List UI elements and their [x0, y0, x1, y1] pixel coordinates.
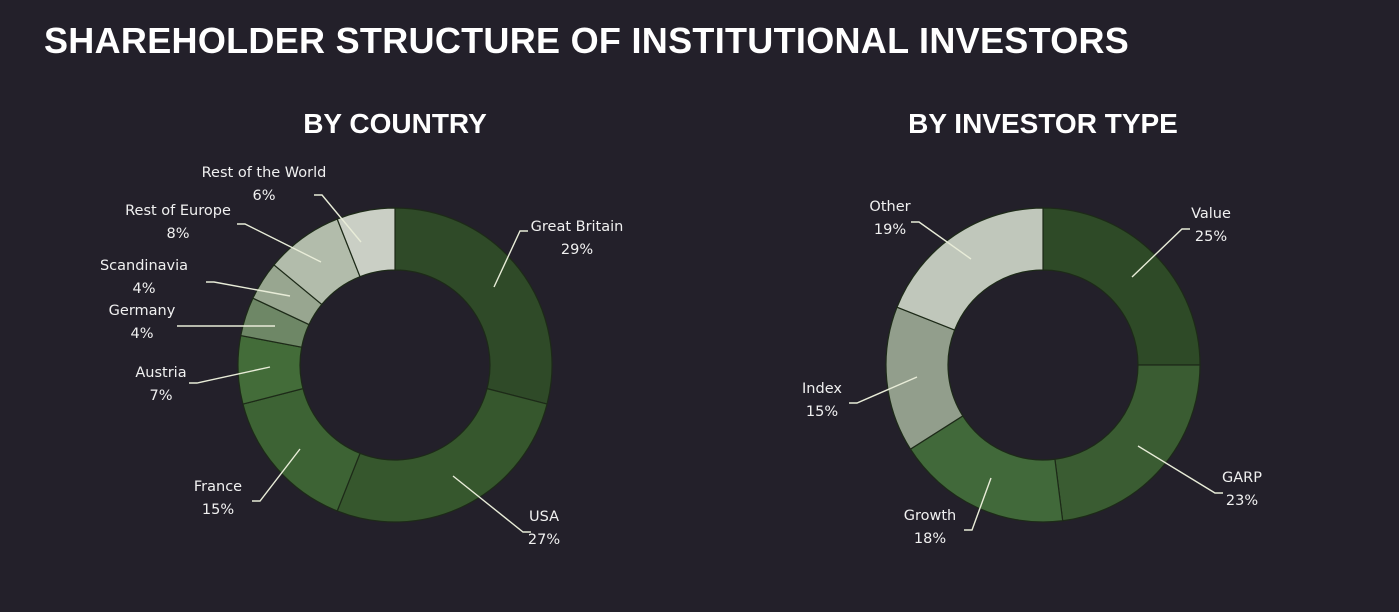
- label-rest-of-europe: Rest of Europe: [125, 203, 231, 219]
- value-other: 19%: [874, 222, 906, 238]
- label-great-britain: Great Britain: [531, 219, 624, 235]
- value-france: 15%: [202, 502, 234, 518]
- leader-line-scandinavia: [206, 281, 291, 297]
- donut-chart-by-country: Great Britain 29% USA 27% France 15% Austria 7%…: [100, 165, 623, 548]
- slice-usa: [336, 387, 548, 523]
- chart-title-by-investor-type: BY INVESTOR TYPE: [908, 108, 1178, 139]
- chart-title-by-country: BY COUNTRY: [303, 108, 487, 139]
- label-austria: Austria: [135, 365, 186, 381]
- leader-line-garp: [1137, 445, 1223, 494]
- page-title: SHAREHOLDER STRUCTURE OF INSTITUTIONAL I…: [44, 20, 1130, 61]
- leader-line-austria: [189, 366, 271, 384]
- leader-line-growth: [964, 477, 992, 531]
- value-great-britain: 29%: [561, 242, 593, 258]
- value-austria: 7%: [149, 388, 172, 404]
- leader-line-other: [911, 221, 972, 260]
- label-growth: Growth: [904, 508, 957, 524]
- value-growth: 18%: [914, 531, 946, 547]
- leader-line-usa: [452, 475, 531, 533]
- leader-line-great-britain: [493, 230, 528, 288]
- slice-rest-of-the-world: [336, 207, 396, 278]
- value-index: 15%: [806, 404, 838, 420]
- label-garp: GARP: [1222, 470, 1262, 486]
- label-index: Index: [802, 381, 842, 397]
- leader-line-france: [252, 448, 301, 502]
- leader-line-value: [1131, 228, 1190, 278]
- value-usa: 27%: [528, 532, 560, 548]
- leader-line-rest-of-the-world: [314, 194, 362, 243]
- leader-line-rest-of-europe: [237, 223, 322, 263]
- label-germany: Germany: [109, 303, 176, 319]
- slice-garp: [1054, 364, 1201, 522]
- slice-other: [896, 207, 1044, 331]
- label-usa: USA: [529, 509, 559, 525]
- value-germany: 4%: [130, 326, 153, 342]
- value-value: 25%: [1195, 229, 1227, 245]
- slice-great-britain: [394, 207, 553, 405]
- value-garp: 23%: [1226, 493, 1258, 509]
- value-rest-of-the-world: 6%: [252, 188, 275, 204]
- slice-france: [242, 387, 361, 512]
- label-france: France: [194, 479, 242, 495]
- label-scandinavia: Scandinavia: [100, 258, 188, 274]
- slice-value: [1042, 207, 1201, 366]
- label-other: Other: [869, 199, 910, 215]
- value-scandinavia: 4%: [132, 281, 155, 297]
- label-rest-of-the-world: Rest of the World: [202, 165, 327, 181]
- value-rest-of-europe: 8%: [166, 226, 189, 242]
- donut-chart-by-investor-type: Value 25% GARP 23% Growth 18% Index 15% Other 19%: [802, 199, 1262, 547]
- leader-line-index: [849, 376, 918, 404]
- label-value: Value: [1191, 206, 1231, 222]
